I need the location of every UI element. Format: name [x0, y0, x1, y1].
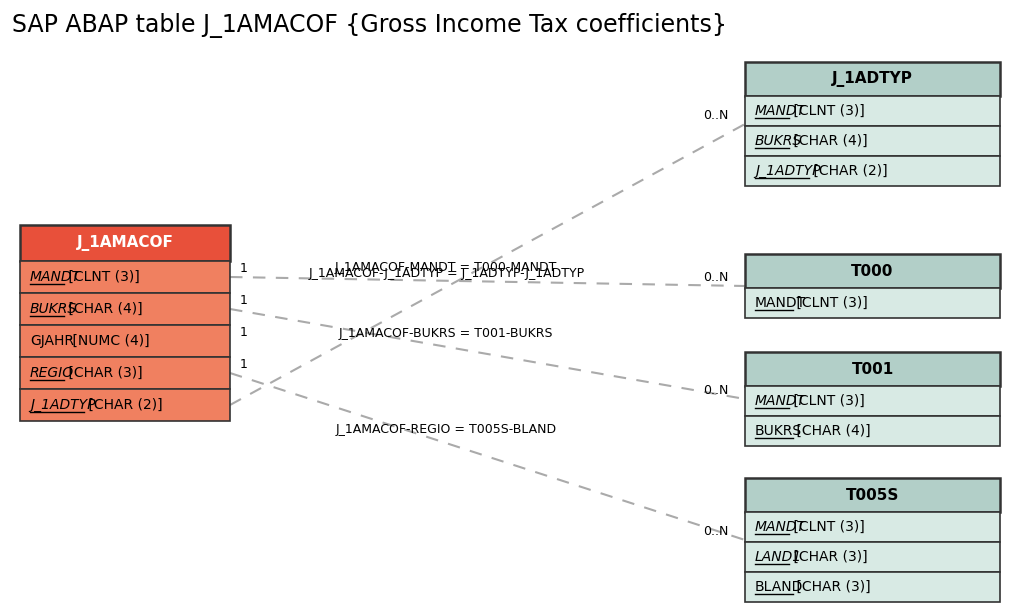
- Text: 0..N: 0..N: [703, 384, 728, 397]
- Bar: [20, 357, 229, 389]
- Bar: [745, 542, 1000, 572]
- Text: [CHAR (2)]: [CHAR (2)]: [84, 398, 163, 412]
- Text: MANDT: MANDT: [755, 394, 806, 408]
- Text: J_1AMACOF-J_1ADTYP = J_1ADTYP-J_1ADTYP: J_1AMACOF-J_1ADTYP = J_1ADTYP-J_1ADTYP: [308, 267, 584, 280]
- Text: MANDT: MANDT: [755, 296, 806, 310]
- Text: BUKRS: BUKRS: [755, 134, 802, 148]
- Text: BUKRS: BUKRS: [30, 302, 77, 316]
- Text: [CLNT (3)]: [CLNT (3)]: [789, 104, 864, 118]
- Text: T000: T000: [851, 264, 894, 278]
- Bar: [745, 126, 1000, 156]
- Bar: [745, 512, 1000, 542]
- Text: MANDT: MANDT: [30, 270, 81, 284]
- Text: J_1AMACOF-BUKRS = T001-BUKRS: J_1AMACOF-BUKRS = T001-BUKRS: [339, 327, 554, 340]
- Bar: [20, 261, 229, 293]
- Bar: [20, 389, 229, 421]
- Bar: [745, 352, 1000, 386]
- Text: LAND1: LAND1: [755, 550, 802, 564]
- Text: 1: 1: [240, 358, 248, 371]
- Text: [CLNT (3)]: [CLNT (3)]: [789, 394, 864, 408]
- Text: 0..N: 0..N: [703, 525, 728, 538]
- Text: REGIO: REGIO: [30, 366, 74, 380]
- Text: MANDT: MANDT: [755, 520, 806, 534]
- Bar: [745, 156, 1000, 186]
- Bar: [745, 62, 1000, 96]
- Text: GJAHR: GJAHR: [30, 334, 74, 348]
- Text: BUKRS: BUKRS: [755, 424, 802, 438]
- Text: [CHAR (4)]: [CHAR (4)]: [789, 134, 867, 148]
- Bar: [745, 478, 1000, 512]
- Text: [CHAR (4)]: [CHAR (4)]: [64, 302, 143, 316]
- Text: [CLNT (3)]: [CLNT (3)]: [789, 520, 864, 534]
- Text: 1: 1: [240, 294, 248, 307]
- Bar: [745, 288, 1000, 318]
- Text: T001: T001: [851, 362, 894, 376]
- Text: [CHAR (3)]: [CHAR (3)]: [789, 550, 867, 564]
- Text: 1: 1: [240, 326, 248, 339]
- Text: 0..N: 0..N: [703, 271, 728, 284]
- Text: BLAND: BLAND: [755, 580, 804, 594]
- Bar: [745, 572, 1000, 602]
- Text: SAP ABAP table J_1AMACOF {Gross Income Tax coefficients}: SAP ABAP table J_1AMACOF {Gross Income T…: [12, 13, 727, 38]
- Bar: [20, 293, 229, 325]
- Text: [CHAR (4)]: [CHAR (4)]: [793, 424, 871, 438]
- Bar: [20, 325, 229, 357]
- Text: MANDT: MANDT: [755, 104, 806, 118]
- Bar: [745, 386, 1000, 416]
- Bar: [745, 416, 1000, 446]
- Text: [CHAR (3)]: [CHAR (3)]: [64, 366, 143, 380]
- Bar: [745, 254, 1000, 288]
- Text: T005S: T005S: [846, 487, 899, 503]
- Text: J_1ADTYP: J_1ADTYP: [755, 164, 821, 178]
- Text: 0..N: 0..N: [703, 109, 728, 122]
- Text: [CLNT (3)]: [CLNT (3)]: [793, 296, 868, 310]
- Text: J_1AMACOF: J_1AMACOF: [77, 235, 174, 251]
- Text: [CHAR (2)]: [CHAR (2)]: [810, 164, 888, 178]
- Text: [CHAR (3)]: [CHAR (3)]: [793, 580, 871, 594]
- Bar: [745, 96, 1000, 126]
- Text: J_1ADTYP: J_1ADTYP: [30, 398, 95, 412]
- Text: J_1AMACOF-MANDT = T000-MANDT: J_1AMACOF-MANDT = T000-MANDT: [335, 261, 557, 274]
- Text: 1: 1: [240, 262, 248, 275]
- Bar: [20, 225, 229, 261]
- Text: J_1AMACOF-REGIO = T005S-BLAND: J_1AMACOF-REGIO = T005S-BLAND: [336, 423, 557, 436]
- Text: J_1ADTYP: J_1ADTYP: [832, 71, 913, 87]
- Text: [CLNT (3)]: [CLNT (3)]: [64, 270, 140, 284]
- Text: [NUMC (4)]: [NUMC (4)]: [68, 334, 150, 348]
